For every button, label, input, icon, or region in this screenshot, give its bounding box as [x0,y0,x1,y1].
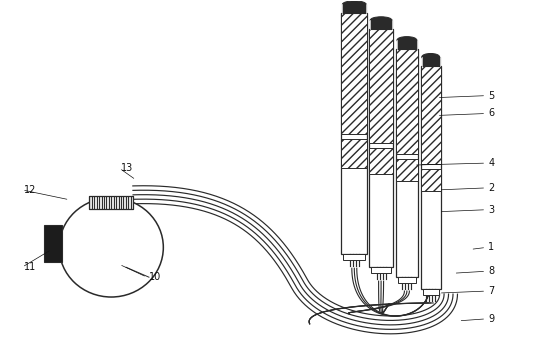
Text: 2: 2 [488,183,494,193]
Text: 1: 1 [488,243,494,252]
Text: 3: 3 [488,205,494,215]
Bar [44,225,62,262]
Bar [343,254,365,260]
Bar [341,13,367,134]
Bar [421,169,441,191]
Bar [422,57,440,66]
Bar [423,289,439,295]
Bar [341,13,367,254]
Bar [371,267,391,273]
Bar [369,29,393,267]
Text: 13: 13 [121,163,133,173]
Ellipse shape [397,37,417,43]
Bar [370,20,392,29]
Ellipse shape [59,198,163,297]
Bar [421,66,441,164]
Bar [89,196,133,209]
Bar [421,66,441,289]
Bar [341,139,367,168]
Bar [396,49,418,154]
Text: 8: 8 [488,266,494,276]
Bar [396,159,418,181]
Bar [397,40,417,49]
Bar [369,29,393,144]
Text: 11: 11 [24,262,36,272]
Text: 7: 7 [488,286,494,296]
Text: 5: 5 [488,91,494,101]
Bar [369,148,393,174]
Text: 6: 6 [488,108,494,119]
Bar [398,277,416,283]
Text: 10: 10 [149,272,161,282]
Text: 9: 9 [488,314,494,324]
Ellipse shape [370,17,392,24]
Bar [396,49,418,277]
Ellipse shape [342,1,366,8]
Bar [342,4,366,13]
Text: 4: 4 [488,158,494,168]
Text: 12: 12 [24,185,36,195]
Ellipse shape [422,54,440,61]
